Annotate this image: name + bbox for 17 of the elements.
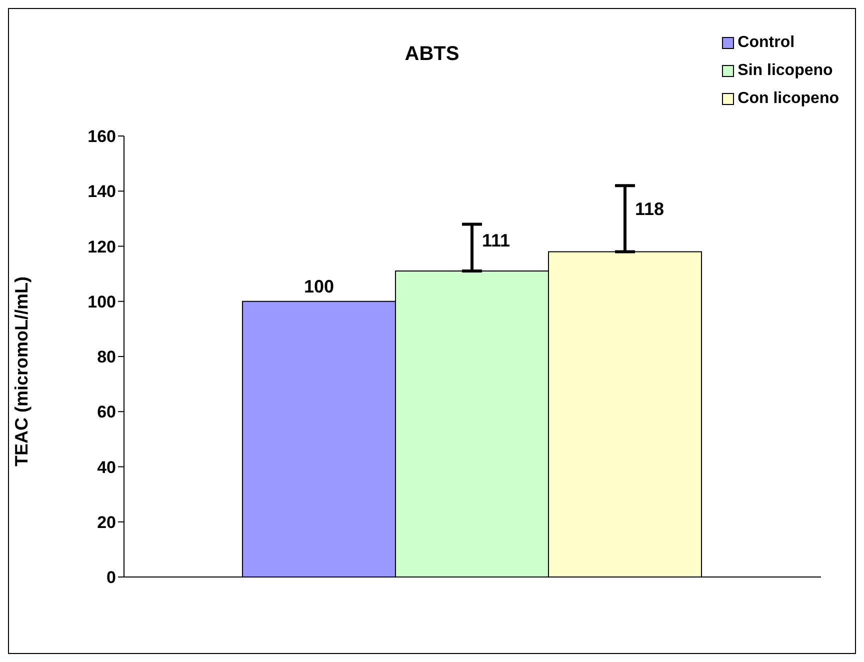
y-tick-label: 0 — [106, 568, 116, 588]
y-tick-label: 20 — [97, 512, 116, 532]
y-tick-label: 140 — [88, 182, 116, 202]
y-tick-label: 60 — [97, 402, 116, 422]
y-tick-label: 80 — [97, 348, 116, 367]
chart-title: ABTS — [404, 43, 460, 65]
y-tick-label: 160 — [88, 127, 116, 146]
y-tick-label: 120 — [88, 237, 116, 256]
legend-label: Con licopeno — [738, 90, 839, 108]
data-label: 111 — [482, 230, 510, 251]
legend-label: Sin licopeno — [738, 62, 833, 80]
y-axis-title: TEAC (micromoL//mL) — [11, 276, 32, 466]
y-tick-label: 40 — [97, 458, 116, 477]
y-tick-label: 100 — [88, 292, 116, 312]
data-label: 118 — [634, 198, 664, 219]
data-label: 100 — [304, 276, 334, 296]
legend-label: Control — [738, 34, 795, 52]
